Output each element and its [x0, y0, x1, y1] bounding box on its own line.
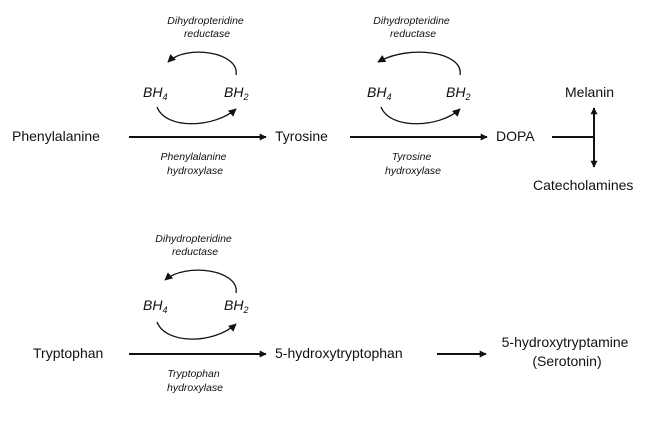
regeneration-arc-1 — [167, 51, 237, 76]
compound-phenylalanine: Phenylalanine — [12, 128, 100, 144]
enzyme-dihydropteridine-reductase-1: Dihydropteridine reductase — [167, 15, 246, 40]
cofactor-cycle-1: Dihydropteridine reductase BH4 BH2 — [143, 15, 248, 125]
bh2-label-3: BH2 — [224, 297, 248, 315]
bh2-label-1: BH2 — [224, 84, 248, 102]
bh2-label-2: BH2 — [446, 84, 470, 102]
enzyme-dihydropteridine-reductase-3: Dihydropteridine reductase — [155, 233, 234, 258]
enzyme-dihydropteridine-reductase-2: Dihydropteridine reductase — [373, 15, 452, 40]
compound-dopa: DOPA — [496, 128, 535, 144]
regeneration-arc-2 — [377, 51, 461, 76]
enzyme-tryptophan-hydroxylase: Tryptophan hydroxylase — [167, 368, 223, 394]
enzyme-tyrosine-hydroxylase: Tyrosine hydroxylase — [385, 151, 441, 177]
oxidation-arc-1 — [156, 106, 237, 125]
compound-melanin: Melanin — [565, 84, 614, 100]
compound-serotonin: 5-hydroxytryptamine (Serotonin) — [502, 334, 633, 369]
bh4-label-3: BH4 — [143, 297, 167, 315]
compound-tyrosine: Tyrosine — [275, 128, 328, 144]
compound-tryptophan: Tryptophan — [33, 345, 103, 361]
oxidation-arc-3 — [156, 321, 237, 340]
oxidation-arc-2 — [380, 106, 461, 125]
enzyme-phenylalanine-hydroxylase: Phenylalanine hydroxylase — [161, 151, 230, 177]
compound-5-hydroxytryptophan: 5-hydroxytryptophan — [275, 345, 403, 361]
regeneration-arc-3 — [164, 269, 237, 294]
bh4-label-2: BH4 — [367, 84, 391, 102]
cofactor-cycle-3: Dihydropteridine reductase BH4 BH2 — [143, 233, 248, 340]
cofactor-cycle-2: Dihydropteridine reductase BH4 BH2 — [367, 15, 470, 125]
compound-catecholamines: Catecholamines — [533, 177, 633, 193]
bh4-label-1: BH4 — [143, 84, 167, 102]
